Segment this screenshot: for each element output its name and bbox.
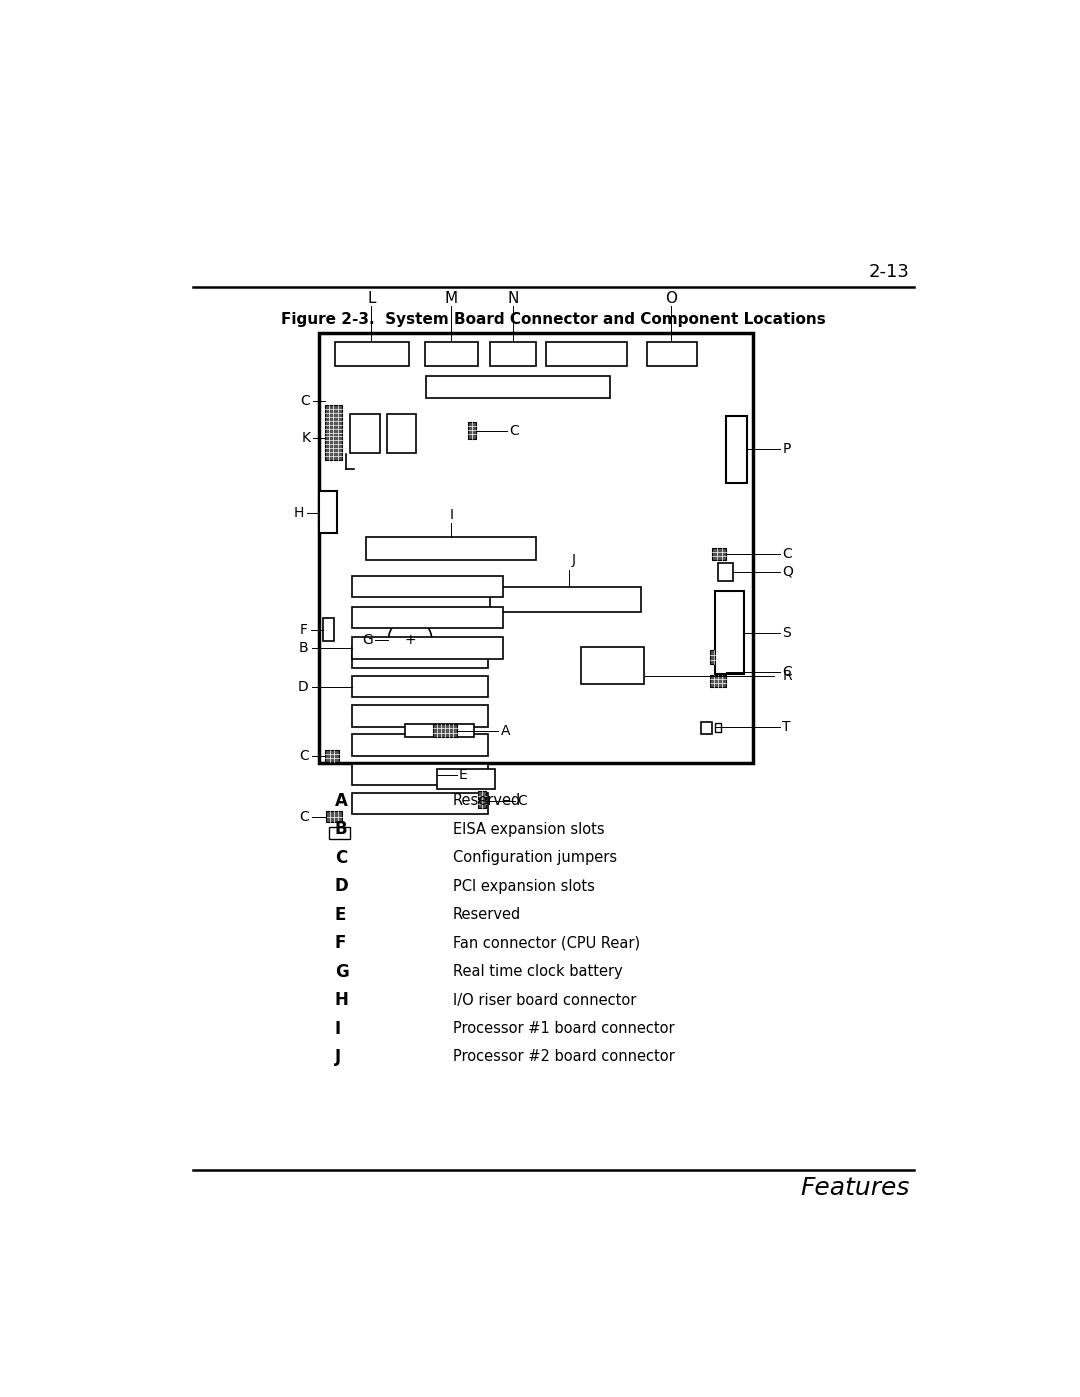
Text: Reserved: Reserved	[453, 793, 521, 807]
Text: G: G	[362, 633, 373, 647]
Bar	[325, 405, 342, 460]
Bar	[366, 538, 537, 560]
Text: A: A	[335, 792, 348, 810]
Bar	[469, 422, 476, 439]
Text: E: E	[459, 768, 468, 782]
Bar	[581, 647, 644, 683]
Text: C: C	[300, 394, 310, 408]
Text: C: C	[299, 810, 309, 824]
Text: Reserved: Reserved	[453, 907, 521, 922]
Text: C: C	[510, 423, 519, 439]
Text: Figure 2-3.  System Board Connector and Component Locations: Figure 2-3. System Board Connector and C…	[281, 313, 826, 327]
Bar	[490, 342, 537, 366]
Bar	[335, 342, 408, 366]
Bar	[325, 750, 339, 763]
Text: R: R	[782, 669, 792, 683]
Text: EISA expansion slots: EISA expansion slots	[453, 821, 605, 837]
Text: F: F	[300, 623, 308, 637]
Bar	[352, 793, 488, 814]
Bar	[352, 705, 488, 726]
Bar	[715, 722, 721, 732]
Bar	[350, 414, 380, 453]
Text: A: A	[501, 724, 511, 738]
Bar	[352, 764, 488, 785]
Text: +: +	[404, 633, 416, 647]
Text: Processor #1 board connector: Processor #1 board connector	[453, 1021, 674, 1037]
Text: N: N	[508, 291, 518, 306]
Text: P: P	[782, 443, 791, 457]
Bar	[320, 490, 337, 534]
Text: M: M	[445, 291, 458, 306]
Bar	[352, 676, 488, 697]
Text: PCI expansion slots: PCI expansion slots	[453, 879, 595, 894]
Bar	[647, 342, 697, 366]
Text: D: D	[335, 877, 349, 895]
Bar	[715, 591, 744, 675]
Bar	[424, 342, 477, 366]
Text: H: H	[294, 506, 303, 520]
Text: F: F	[335, 935, 347, 951]
Text: G: G	[335, 963, 349, 981]
Text: L: L	[367, 291, 376, 306]
Text: T: T	[782, 721, 791, 735]
Bar	[352, 647, 488, 668]
Text: C: C	[517, 793, 527, 807]
Bar	[352, 606, 503, 629]
Bar	[323, 617, 334, 641]
Text: C: C	[782, 665, 792, 679]
Bar	[701, 722, 713, 733]
Bar	[387, 414, 416, 453]
Bar	[437, 768, 496, 789]
Text: S: S	[782, 626, 791, 640]
Bar	[326, 812, 342, 823]
Bar	[433, 724, 457, 738]
Text: I: I	[335, 1020, 341, 1038]
Bar	[713, 548, 727, 560]
Bar	[352, 637, 503, 659]
Text: Real time clock battery: Real time clock battery	[453, 964, 622, 979]
Bar	[426, 376, 610, 398]
Text: Features: Features	[800, 1176, 910, 1200]
Text: C: C	[335, 848, 347, 866]
Bar	[710, 651, 726, 665]
Text: D: D	[298, 679, 309, 694]
Bar	[490, 587, 642, 612]
Text: H: H	[335, 990, 349, 1009]
Text: B: B	[335, 820, 348, 838]
Text: Processor #2 board connector: Processor #2 board connector	[453, 1049, 675, 1065]
Bar	[328, 827, 350, 840]
Bar	[478, 791, 486, 809]
Text: Q: Q	[782, 564, 793, 578]
Text: K: K	[301, 432, 310, 446]
Bar	[545, 342, 627, 366]
Text: J: J	[335, 1048, 341, 1066]
Bar	[718, 563, 733, 581]
Text: C: C	[782, 548, 792, 562]
Text: Fan connector (CPU Rear): Fan connector (CPU Rear)	[453, 936, 639, 950]
Text: J: J	[572, 553, 576, 567]
Text: B: B	[299, 641, 309, 655]
Bar	[726, 415, 747, 483]
Bar	[405, 724, 474, 738]
Text: O: O	[665, 291, 677, 306]
Bar	[320, 334, 754, 763]
Bar	[352, 576, 503, 598]
Bar	[710, 675, 726, 687]
Text: I: I	[449, 509, 454, 522]
Bar	[352, 735, 488, 756]
Text: E: E	[335, 905, 347, 923]
Text: 2-13: 2-13	[869, 263, 910, 281]
Circle shape	[389, 617, 432, 661]
Text: Configuration jumpers: Configuration jumpers	[453, 849, 617, 865]
Text: C: C	[299, 749, 309, 763]
Text: I/O riser board connector: I/O riser board connector	[453, 992, 636, 1007]
